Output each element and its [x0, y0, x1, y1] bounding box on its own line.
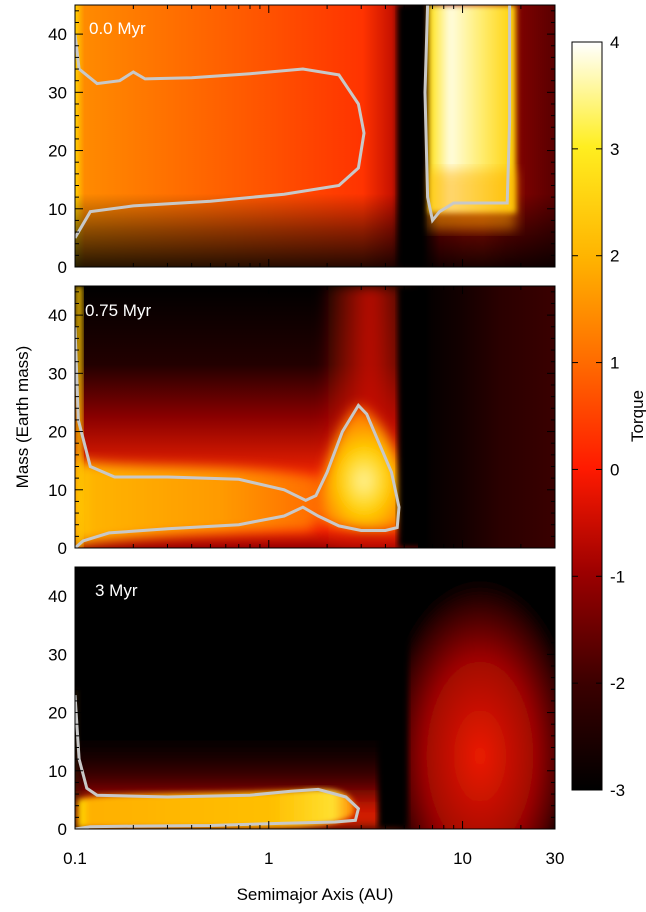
- colorbar-tick-label: -2: [610, 674, 625, 693]
- panel-3-frame: [74, 566, 556, 830]
- colorbar-tick-label: -1: [610, 567, 625, 586]
- contour-line: [75, 33, 366, 239]
- panel-1-hot-fade: [428, 170, 516, 230]
- y-axis-label: Mass (Earth mass): [13, 346, 32, 489]
- panel-2: [75, 286, 555, 548]
- colorbar-label: Torque: [628, 390, 646, 442]
- contour-line: [75, 326, 401, 548]
- y-tick-label: 10: [48, 762, 67, 781]
- panel-2-band: [75, 460, 320, 545]
- colorbar-ticks: 4 3 2 1 0 -1 -2 -3: [572, 33, 625, 800]
- y-tick-label: 0: [58, 258, 67, 277]
- panel-3-dark-column: [378, 567, 408, 829]
- y-tick-label: 10: [48, 481, 67, 500]
- colorbar-tick-label: 0: [610, 460, 619, 479]
- x-tick-label: 30: [546, 849, 565, 868]
- colorbar-tick-label: 3: [610, 140, 619, 159]
- y-tick-label: 40: [48, 25, 67, 44]
- panel-1-dark-column: [398, 5, 424, 267]
- panel-1-frame: [74, 4, 556, 268]
- y-tick-label: 20: [48, 704, 67, 723]
- colorbar-tick-label: 1: [610, 354, 619, 373]
- x-tick-label: 10: [453, 849, 472, 868]
- x-tick-labels: 0.1 1 10 30: [63, 849, 564, 868]
- contour-line: [423, 5, 512, 224]
- panel-2-right-region: [418, 286, 555, 548]
- axis-ticks: [74, 5, 556, 830]
- x-axis-label: Semimajor Axis (AU): [237, 885, 394, 904]
- y-tick-label: 30: [48, 645, 67, 664]
- y-tick-label: 40: [48, 306, 67, 325]
- panel-1: [75, 5, 555, 267]
- y-tick-label: 30: [48, 83, 67, 102]
- y-tick-label: 0: [58, 539, 67, 558]
- y-tick-labels: 0 10 20 30 40 0 10 20 30 40 0 10 20 30 40: [48, 25, 67, 839]
- y-tick-label: 20: [48, 423, 67, 442]
- panel-3-right-region: [390, 580, 555, 829]
- y-tick-label: 10: [48, 200, 67, 219]
- panel-3: [75, 567, 555, 829]
- y-tick-label: 0: [58, 820, 67, 839]
- y-tick-label: 30: [48, 364, 67, 383]
- colorbar-tick-label: -3: [610, 781, 625, 800]
- panel-2-frame: [74, 285, 556, 549]
- panel-3-band: [78, 789, 355, 828]
- panel-3-label: 3 Myr: [95, 581, 138, 600]
- panel-2-label: 0.75 Myr: [85, 301, 151, 320]
- x-tick-label: 1: [264, 849, 273, 868]
- colorbar: [571, 41, 603, 791]
- colorbar-tick-label: 4: [610, 33, 619, 52]
- contour-line: [75, 695, 361, 829]
- colorbar-tick-label: 2: [610, 247, 619, 266]
- x-tick-label: 0.1: [63, 849, 87, 868]
- y-tick-label: 40: [48, 587, 67, 606]
- panel-1-label: 0.0 Myr: [89, 19, 146, 38]
- panel-2-dark-column: [398, 286, 428, 548]
- y-tick-label: 20: [48, 142, 67, 161]
